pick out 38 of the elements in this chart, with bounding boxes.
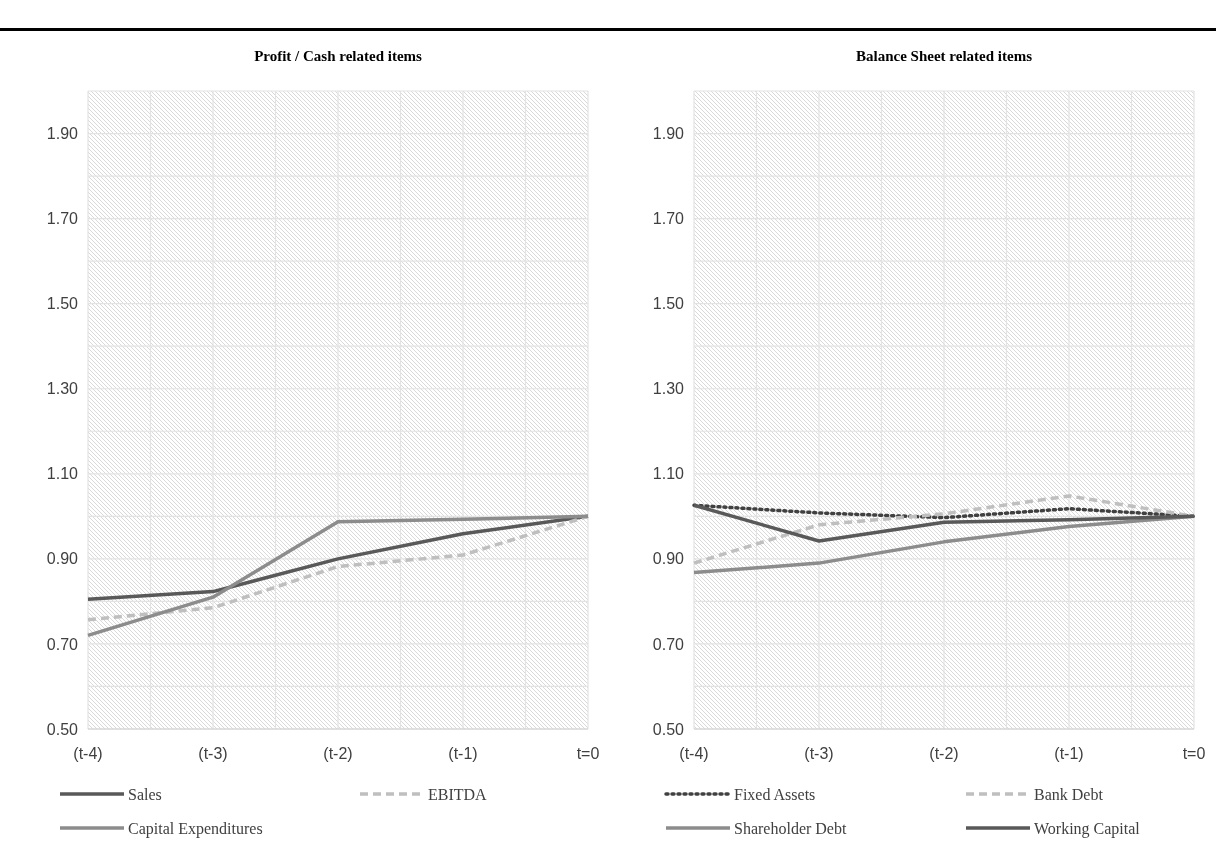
y-tick-label: 1.90 <box>652 125 685 143</box>
line-series <box>692 494 1196 565</box>
y-tick-label: 0.90 <box>46 550 79 568</box>
y-tick-label: 1.30 <box>46 380 79 398</box>
legend-label: Fixed Assets <box>734 785 816 803</box>
x-tick-label: (t-1) <box>448 745 478 762</box>
legend-label: Capital Expenditures <box>128 819 263 838</box>
legend-label: Sales <box>128 785 162 803</box>
line-series <box>692 503 1196 543</box>
x-tick-label: (t-4) <box>679 745 709 762</box>
y-tick-label: 1.70 <box>652 210 685 228</box>
chart-title: Profit / Cash related items <box>254 48 423 64</box>
x-tick-label: (t-3) <box>198 745 228 762</box>
x-tick-label: (t-2) <box>929 745 959 762</box>
y-tick-label: 1.10 <box>652 465 685 483</box>
x-tick-label: (t-2) <box>323 745 353 762</box>
legend-label: Bank Debt <box>1034 785 1104 803</box>
y-tick-label: 0.70 <box>46 635 79 653</box>
y-tick-label: 1.50 <box>652 295 685 313</box>
y-tick-label: 1.10 <box>46 465 79 483</box>
x-tick-label: (t-4) <box>73 745 103 762</box>
y-tick-label: 1.70 <box>46 210 79 228</box>
x-tick-label: t=0 <box>576 745 600 762</box>
y-tick-label: 1.30 <box>652 380 685 398</box>
line-series <box>692 503 1196 520</box>
legend-label: EBITDA <box>428 785 488 803</box>
legend-label: Shareholder Debt <box>734 819 847 837</box>
x-tick-label: (t-1) <box>1054 745 1084 762</box>
chart-title: Balance Sheet related items <box>856 48 1033 64</box>
y-tick-label: 1.90 <box>46 125 79 143</box>
x-tick-label: (t-3) <box>804 745 834 762</box>
y-tick-label: 0.90 <box>652 550 685 568</box>
y-tick-label: 0.50 <box>46 720 79 738</box>
y-tick-label: 0.70 <box>652 635 685 653</box>
legend-label: Working Capital <box>1034 819 1141 838</box>
x-tick-label: t=0 <box>1182 745 1206 762</box>
y-tick-label: 1.50 <box>46 295 79 313</box>
y-tick-label: 0.50 <box>652 720 685 738</box>
